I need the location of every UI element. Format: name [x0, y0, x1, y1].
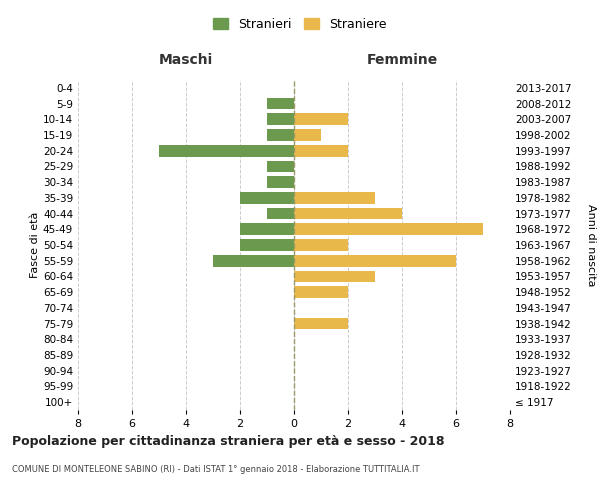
Bar [267, 160, 294, 172]
Bar [240, 239, 294, 251]
Bar [159, 145, 294, 156]
Text: COMUNE DI MONTELEONE SABINO (RI) - Dati ISTAT 1° gennaio 2018 - Elaborazione TUT: COMUNE DI MONTELEONE SABINO (RI) - Dati … [12, 465, 419, 474]
Text: Maschi: Maschi [159, 54, 213, 68]
Bar [294, 114, 348, 125]
Bar [267, 208, 294, 220]
Bar [294, 239, 348, 251]
Text: Popolazione per cittadinanza straniera per età e sesso - 2018: Popolazione per cittadinanza straniera p… [12, 435, 445, 448]
Y-axis label: Fasce di età: Fasce di età [30, 212, 40, 278]
Bar [294, 224, 483, 235]
Bar [267, 129, 294, 141]
Bar [240, 224, 294, 235]
Bar [294, 145, 348, 156]
Bar [267, 98, 294, 110]
Bar [294, 208, 402, 220]
Y-axis label: Anni di nascita: Anni di nascita [586, 204, 596, 286]
Bar [294, 286, 348, 298]
Bar [267, 176, 294, 188]
Bar [294, 255, 456, 266]
Bar [213, 255, 294, 266]
Bar [294, 318, 348, 330]
Bar [294, 270, 375, 282]
Legend: Stranieri, Straniere: Stranieri, Straniere [207, 11, 393, 37]
Bar [240, 192, 294, 204]
Bar [294, 129, 321, 141]
Bar [267, 114, 294, 125]
Text: Femmine: Femmine [367, 54, 437, 68]
Bar [294, 192, 375, 204]
